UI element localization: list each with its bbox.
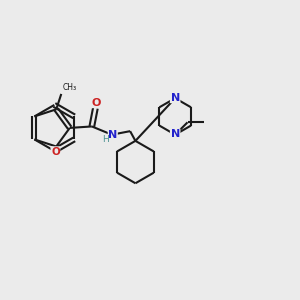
Text: N: N <box>108 130 117 140</box>
Text: H: H <box>102 135 109 144</box>
Text: O: O <box>51 147 60 157</box>
Text: N: N <box>170 93 180 103</box>
Text: O: O <box>91 98 101 108</box>
Text: N: N <box>170 129 180 139</box>
Text: CH₃: CH₃ <box>63 82 77 91</box>
